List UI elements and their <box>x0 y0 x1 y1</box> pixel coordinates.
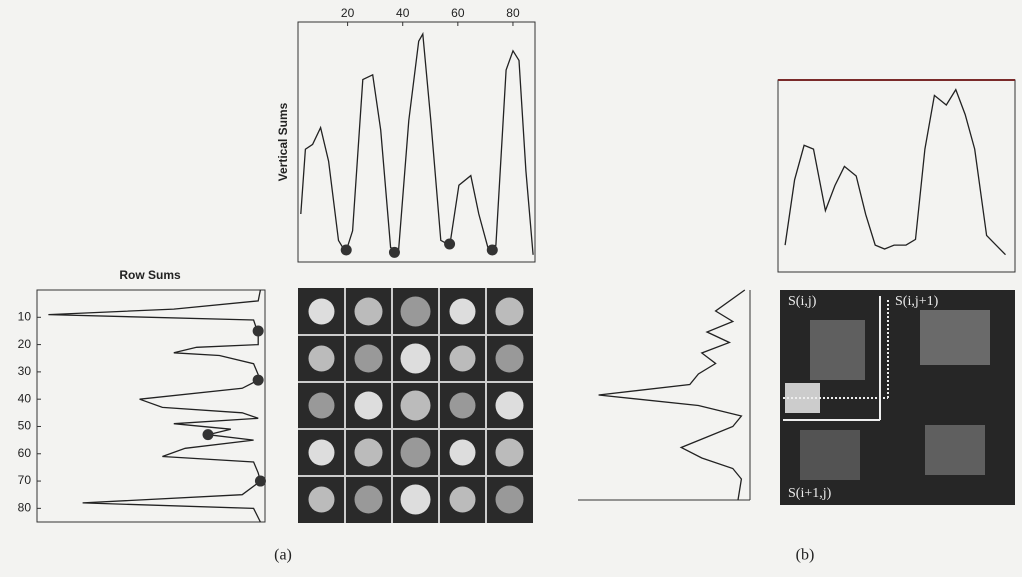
spot <box>355 439 383 467</box>
spot <box>450 487 476 513</box>
marker <box>444 239 455 250</box>
spot <box>401 297 431 327</box>
y-tick-label: 20 <box>18 337 32 351</box>
spot <box>800 430 860 480</box>
chart-title: Row Sums <box>119 268 181 282</box>
spot <box>309 440 335 466</box>
image-label: S(i+1,j) <box>788 486 832 501</box>
spot <box>450 299 476 325</box>
spot <box>450 393 476 419</box>
caption: (b) <box>796 547 815 564</box>
spot <box>309 393 335 419</box>
spot <box>785 383 820 413</box>
spot <box>925 425 985 475</box>
spot <box>450 346 476 372</box>
spot-image-a <box>298 288 533 523</box>
figure: S(i,j) S(i,j+1) S(i+1,j) (a) (b) Vertica… <box>0 0 1022 577</box>
spot-image-b: S(i,j) S(i,j+1) S(i+1,j) <box>780 290 1015 505</box>
spot <box>355 486 383 514</box>
spot <box>309 487 335 513</box>
y-tick-label: 60 <box>18 446 32 460</box>
spot <box>450 440 476 466</box>
y-tick-label: 80 <box>18 501 32 515</box>
spot <box>355 298 383 326</box>
image-label: S(i,j) <box>788 294 817 309</box>
spot <box>810 320 865 380</box>
y-tick-label: 10 <box>18 309 32 323</box>
x-tick-label: 40 <box>396 6 410 20</box>
spot <box>496 298 524 326</box>
y-tick-label: 40 <box>18 391 32 405</box>
image-label: S(i,j+1) <box>895 294 939 309</box>
x-tick-label: 80 <box>506 6 520 20</box>
spot <box>496 486 524 514</box>
caption: (a) <box>274 547 292 564</box>
x-tick-label: 60 <box>451 6 465 20</box>
marker <box>203 429 214 440</box>
marker <box>341 245 352 256</box>
spot <box>401 438 431 468</box>
spot <box>401 485 431 515</box>
spot <box>355 345 383 373</box>
marker <box>389 247 400 258</box>
spot <box>401 344 431 374</box>
spot <box>496 345 524 373</box>
y-tick-label: 70 <box>18 473 32 487</box>
x-tick-label: 20 <box>341 6 355 20</box>
spot <box>355 392 383 420</box>
spot <box>309 299 335 325</box>
spot <box>309 346 335 372</box>
marker <box>487 245 498 256</box>
marker <box>255 476 266 487</box>
y-axis-label: Vertical Sums <box>276 102 290 181</box>
spot <box>920 310 990 365</box>
spot <box>496 439 524 467</box>
spot <box>496 392 524 420</box>
spot <box>401 391 431 421</box>
y-tick-label: 30 <box>18 364 32 378</box>
marker <box>253 375 264 386</box>
y-tick-label: 50 <box>18 419 32 433</box>
marker <box>253 325 264 336</box>
